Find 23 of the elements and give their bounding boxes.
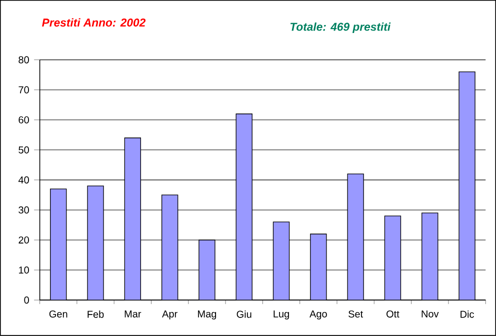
y-tick-label: 80: [18, 56, 29, 64]
y-tick-label: 30: [18, 206, 29, 214]
chart-title: Prestiti Anno: 2002: [42, 18, 146, 27]
y-tick-label: 20: [18, 236, 29, 244]
x-tick-label: Giu: [236, 310, 252, 318]
x-tick-label: Apr: [162, 310, 178, 320]
x-tick-label: Set: [348, 310, 363, 318]
y-tick-label: 0: [24, 296, 29, 304]
x-tick-label: Feb: [88, 310, 104, 318]
y-tick-label: 60: [18, 116, 29, 124]
x-tick-label: Lug: [274, 310, 289, 320]
y-tick-label: 50: [18, 146, 29, 154]
x-tick-label: Ott: [386, 310, 400, 318]
chart-subtitle: Totale: 469 prestiti: [290, 22, 391, 34]
x-tick-label: Gen: [49, 310, 68, 318]
y-tick-label: 70: [18, 86, 29, 94]
x-tick-label: Mag: [198, 310, 216, 320]
y-tick-label: 10: [18, 266, 29, 274]
x-tick-label: Dic: [460, 310, 474, 318]
y-tick-label: 40: [18, 176, 29, 184]
x-tick-label: Nov: [422, 310, 439, 318]
x-tick-label: Mar: [124, 310, 142, 318]
x-tick-label: Ago: [310, 310, 327, 320]
